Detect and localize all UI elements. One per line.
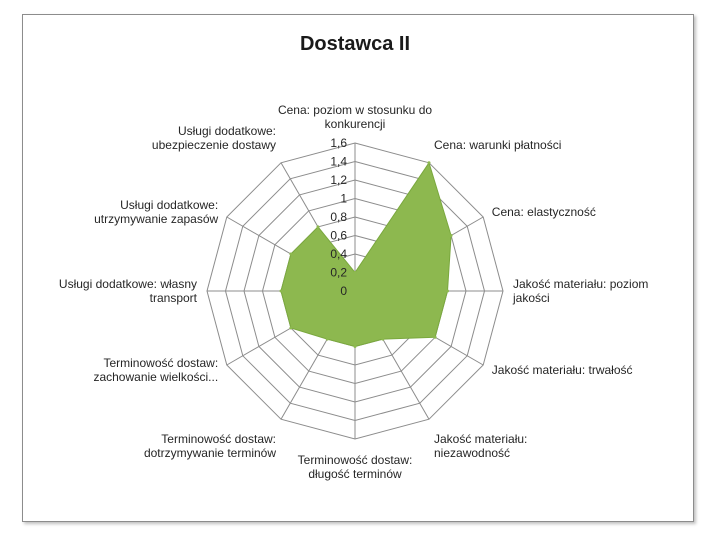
category-label: Terminowość dostaw: (103, 356, 218, 370)
category-label: ubezpieczenie dostawy (152, 138, 276, 152)
category-label: Jakość materiału: trwałość (492, 363, 633, 377)
tick-label: 1,6 (330, 136, 347, 150)
category-label: Jakość materiału: (434, 432, 527, 446)
data-point (433, 335, 437, 339)
data-point (381, 337, 385, 341)
category-label: niezawodność (434, 446, 510, 460)
tick-label: 1,4 (330, 155, 347, 169)
tick-label: 0,4 (330, 247, 347, 261)
category-label: długość terminów (308, 467, 402, 481)
category-label: Usługi dodatkowe: własny (59, 277, 197, 291)
category-label: Cena: elastyczność (492, 205, 596, 219)
category-label: Cena: warunki płatności (434, 138, 561, 152)
data-point (316, 225, 320, 229)
category-label: Cena: poziom w stosunku do (278, 103, 432, 117)
data-point (353, 345, 357, 348)
category-label: konkurencji (325, 117, 386, 131)
category-label: jakości (512, 291, 550, 305)
tick-label: 1 (340, 192, 347, 206)
data-point (325, 337, 329, 341)
tick-label: 0,2 (330, 266, 347, 280)
tick-label: 1,2 (330, 173, 347, 187)
data-point (353, 271, 357, 274)
category-label: Usługi dodatkowe: (178, 124, 276, 138)
data-point (279, 289, 283, 293)
category-label: Jakość materiału: poziom (513, 277, 648, 291)
series-area (280, 161, 452, 348)
chart-title: Dostawca II (300, 33, 410, 55)
data-point (289, 326, 293, 330)
category-label: Terminowość dostaw: (298, 453, 413, 467)
category-label: zachowanie wielkości... (93, 370, 218, 384)
category-label: transport (150, 291, 198, 305)
tick-label: 0,6 (330, 229, 347, 243)
data-point (446, 289, 449, 293)
tick-label: 0 (340, 284, 347, 298)
category-label: dotrzymywanie terminów (144, 446, 276, 460)
category-label: Terminowość dostaw: (161, 432, 276, 446)
data-point (449, 234, 453, 237)
data-point (289, 252, 293, 256)
tick-label: 0,8 (330, 210, 347, 224)
data-point (427, 161, 431, 165)
category-label: utrzymywanie zapasów (94, 212, 218, 226)
category-label: Usługi dodatkowe: (120, 198, 218, 212)
